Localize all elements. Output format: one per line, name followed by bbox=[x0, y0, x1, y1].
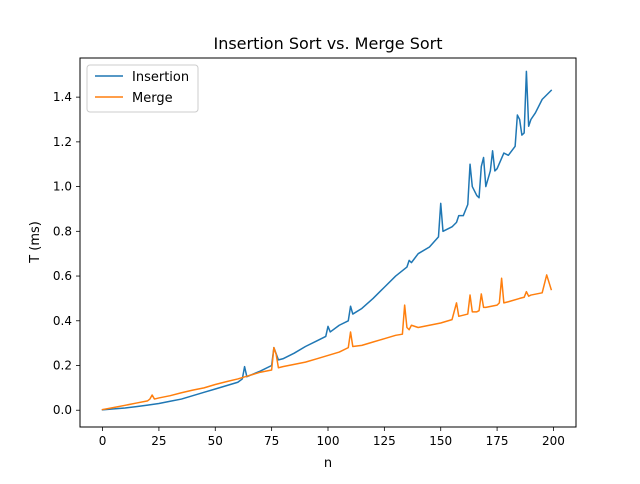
x-tick-label: 125 bbox=[373, 434, 396, 448]
y-tick-label: 1.4 bbox=[53, 90, 72, 104]
y-tick-label: 1.2 bbox=[53, 135, 72, 149]
chart-title: Insertion Sort vs. Merge Sort bbox=[213, 34, 442, 53]
x-tick-label: 175 bbox=[486, 434, 509, 448]
y-tick-label: 0.0 bbox=[53, 403, 72, 417]
y-tick-label: 0.4 bbox=[53, 314, 72, 328]
legend-label-insertion: Insertion bbox=[132, 70, 189, 85]
x-tick-label: 75 bbox=[264, 434, 279, 448]
y-tick-label: 0.6 bbox=[53, 269, 72, 283]
y-tick-label: 1.0 bbox=[53, 180, 72, 194]
x-tick-label: 25 bbox=[151, 434, 166, 448]
x-tick-label: 200 bbox=[542, 434, 565, 448]
x-tick-label: 100 bbox=[317, 434, 340, 448]
series-line-insertion bbox=[101, 70, 553, 411]
x-axis: 0 25 50 75 100 125 150 175 200 bbox=[99, 427, 565, 448]
series-line-merge bbox=[101, 274, 553, 411]
y-axis: 0.0 0.2 0.4 0.6 0.8 1.0 1.2 1.4 bbox=[53, 90, 80, 417]
y-axis-label: T (ms) bbox=[28, 221, 43, 264]
y-tick-label: 0.8 bbox=[53, 224, 72, 238]
y-tick-label: 0.2 bbox=[53, 359, 72, 373]
legend: Insertion Merge bbox=[86, 64, 199, 113]
legend-label-merge: Merge bbox=[132, 91, 173, 106]
series-layer bbox=[101, 70, 553, 411]
x-axis-label: n bbox=[324, 456, 332, 471]
x-tick-label: 50 bbox=[208, 434, 223, 448]
x-tick-label: 150 bbox=[429, 434, 452, 448]
x-tick-label: 0 bbox=[99, 434, 107, 448]
